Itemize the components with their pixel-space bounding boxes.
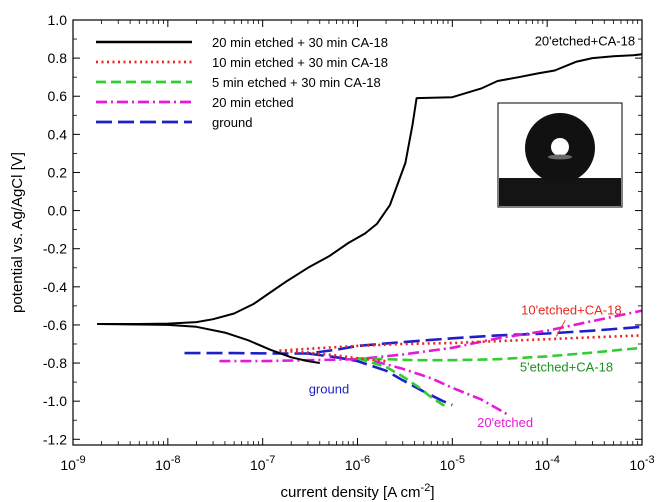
y-tick-label: 0.4 xyxy=(48,126,68,142)
x-axis-title-exponent: -2 xyxy=(421,482,431,494)
series-line-branch-1 xyxy=(97,53,643,325)
y-tick-label: -1.0 xyxy=(43,393,67,409)
x-axis-title-close: ] xyxy=(430,484,434,501)
x-tick-label-exponent: -6 xyxy=(360,454,370,466)
x-axis-title: current density [A cm-2] xyxy=(280,482,434,501)
y-tick-labels: 1.0 0.8 0.6 0.4 0.2 0.0 -0.2 -0.4 -0.6 -0.8 -1.0 -1… xyxy=(43,12,67,447)
annotation-leader-line xyxy=(555,319,566,337)
contact-angle-inset-image xyxy=(497,102,623,208)
legend-label-ground: ground xyxy=(212,115,252,130)
series-ground xyxy=(184,325,643,407)
series-line-branch-2 xyxy=(357,357,449,409)
y-tick-label: 0.2 xyxy=(48,164,68,180)
series-20-min-etched-30-min-ca-18 xyxy=(97,53,643,364)
series-line-branch-2 xyxy=(307,352,453,407)
annotation-ground: ground xyxy=(309,382,349,397)
x-tick-label: 10-4 xyxy=(534,454,559,473)
series-line-branch-2 xyxy=(373,359,511,417)
x-tick-label-base: 10 xyxy=(345,457,361,473)
y-tick-label: -0.2 xyxy=(43,241,67,257)
x-tick-label: 10-8 xyxy=(155,454,180,473)
x-tick-label-base: 10 xyxy=(440,457,456,473)
series-line-branch-1 xyxy=(184,325,643,355)
x-tick-label-base: 10 xyxy=(60,457,76,473)
y-tick-label: 1.0 xyxy=(48,12,68,28)
x-tick-label-exponent: -8 xyxy=(171,454,181,466)
x-tick-label-exponent: -3 xyxy=(645,454,655,466)
annotation-10-etched-ca-18: 10'etched+CA-18 xyxy=(521,302,621,317)
x-tick-label: 10-7 xyxy=(250,454,275,473)
series-line-branch-2 xyxy=(97,323,320,364)
series-line-branch-1 xyxy=(219,309,643,363)
y-tick-label: 0.6 xyxy=(48,88,68,104)
x-tick-label-exponent: -4 xyxy=(550,454,560,466)
series-5-min-etched-30-min-ca-18 xyxy=(357,346,643,409)
series-10-min-etched-30-min-ca-18 xyxy=(279,334,643,363)
y-tick-label: -1.2 xyxy=(43,431,67,447)
annotation-20-etched-ca-18: 20'etched+CA-18 xyxy=(535,34,635,49)
series-line-branch-2 xyxy=(279,349,387,363)
annotation-5-etched-ca-18: 5'etched+CA-18 xyxy=(520,360,613,375)
x-tick-label: 10-3 xyxy=(629,454,654,473)
x-tick-label: 10-6 xyxy=(345,454,370,473)
series-line-branch-1 xyxy=(357,346,643,362)
x-tick-label: 10-9 xyxy=(60,454,85,473)
y-axis-title: potential vs. Ag/AgCl [V] xyxy=(9,152,26,313)
y-tick-label: -0.6 xyxy=(43,317,67,333)
x-tick-label-base: 10 xyxy=(629,457,645,473)
x-tick-label-base: 10 xyxy=(534,457,550,473)
axis-ticks xyxy=(72,19,643,445)
x-tick-label-exponent: -9 xyxy=(76,454,86,466)
curves-layer xyxy=(97,53,643,417)
curve-annotations: 20'etched+CA-18 10'etched+CA-18 5'etched+C… xyxy=(309,34,635,430)
legend-label-10-min-etched-30-min-ca-18: 10 min etched + 30 min CA-18 xyxy=(212,55,388,70)
x-tick-label-base: 10 xyxy=(155,457,171,473)
x-tick-label-exponent: -7 xyxy=(266,454,276,466)
y-tick-label: 0.8 xyxy=(48,50,68,66)
legend-label-20-min-etched-30-min-ca-18: 20 min etched + 30 min CA-18 xyxy=(212,35,388,50)
legend: 20 min etched + 30 min CA-18 10 min etche… xyxy=(96,35,388,130)
x-tick-label: 10-5 xyxy=(440,454,465,473)
y-tick-label: -0.8 xyxy=(43,355,67,371)
legend-label-20-min-etched: 20 min etched xyxy=(212,95,294,110)
y-tick-label: 0.0 xyxy=(48,203,68,219)
series-20-min-etched xyxy=(219,309,643,417)
y-tick-label: -0.4 xyxy=(43,279,67,295)
annotation-20-etched: 20'etched xyxy=(477,415,533,430)
x-tick-label-base: 10 xyxy=(250,457,266,473)
x-tick-labels: 10-9 10-8 10-7 10-6 10-5 10-4 10-3 xyxy=(60,454,654,473)
x-axis-title-main: current density [A cm xyxy=(280,484,420,501)
series-line-branch-1 xyxy=(279,334,643,352)
x-tick-label-exponent: -5 xyxy=(455,454,465,466)
legend-label-5-min-etched-30-min-ca-18: 5 min etched + 30 min CA-18 xyxy=(212,75,381,90)
